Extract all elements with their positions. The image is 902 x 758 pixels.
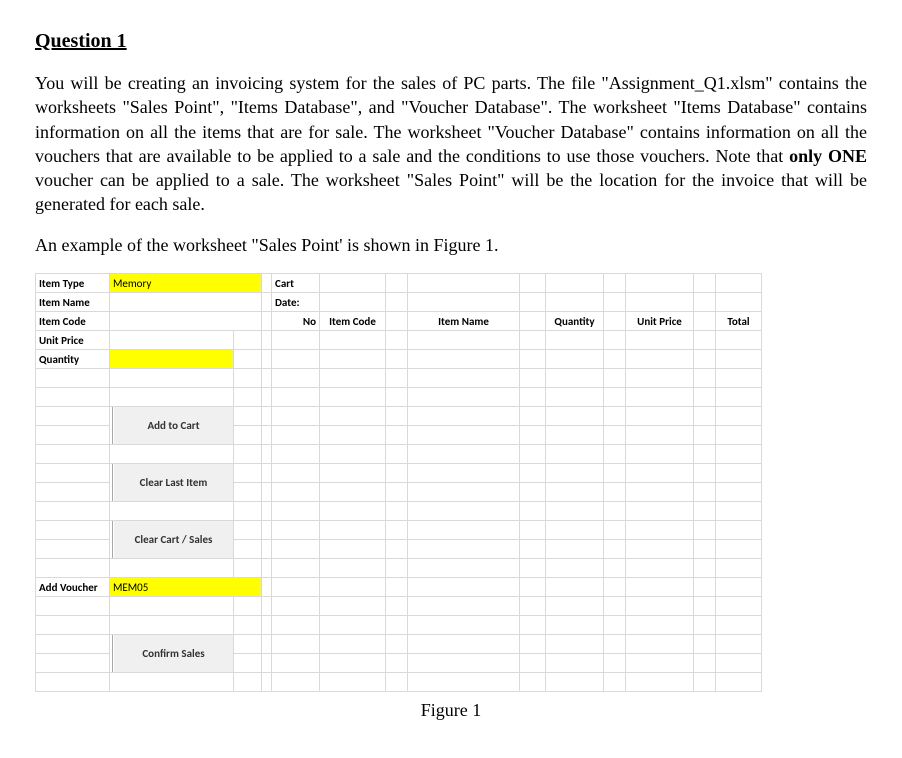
label-item-type: Item Type — [36, 274, 110, 293]
question-heading: Question 1 — [35, 30, 867, 53]
header-quantity: Quantity — [546, 312, 604, 331]
label-add-voucher: Add Voucher — [36, 578, 110, 597]
label-cart: Cart — [272, 274, 320, 293]
spreadsheet-figure: Item Type Memory Cart Item Name Date: It… — [35, 273, 867, 692]
input-item-name[interactable] — [110, 293, 262, 312]
header-no: No — [272, 312, 320, 331]
para1-part2: voucher can be applied to a sale. The wo… — [35, 170, 867, 214]
label-item-name: Item Name — [36, 293, 110, 312]
header-total: Total — [716, 312, 762, 331]
input-voucher[interactable]: MEM05 — [110, 578, 262, 597]
input-unit-price[interactable] — [110, 331, 234, 350]
clear-cart-sales-button[interactable]: Clear Cart / Sales — [112, 521, 234, 559]
paragraph-2: An example of the worksheet "Sales Point… — [35, 233, 867, 257]
header-item-code: Item Code — [320, 312, 386, 331]
clear-last-item-button[interactable]: Clear Last Item — [112, 464, 234, 502]
label-item-code: Item Code — [36, 312, 110, 331]
label-quantity: Quantity — [36, 350, 110, 369]
header-item-name: Item Name — [408, 312, 520, 331]
input-quantity[interactable] — [110, 350, 234, 369]
label-unit-price: Unit Price — [36, 331, 110, 350]
spreadsheet-grid: Item Type Memory Cart Item Name Date: It… — [35, 273, 762, 692]
label-date: Date: — [272, 293, 320, 312]
paragraph-1: You will be creating an invoicing system… — [35, 71, 867, 217]
input-item-code[interactable] — [110, 312, 262, 331]
confirm-sales-button[interactable]: Confirm Sales — [112, 635, 234, 673]
para1-bold: only ONE — [789, 146, 867, 166]
add-to-cart-button[interactable]: Add to Cart — [112, 407, 234, 445]
header-unit-price: Unit Price — [626, 312, 694, 331]
figure-caption: Figure 1 — [35, 700, 867, 721]
input-item-type[interactable]: Memory — [110, 274, 262, 293]
para1-part1: You will be creating an invoicing system… — [35, 73, 867, 166]
